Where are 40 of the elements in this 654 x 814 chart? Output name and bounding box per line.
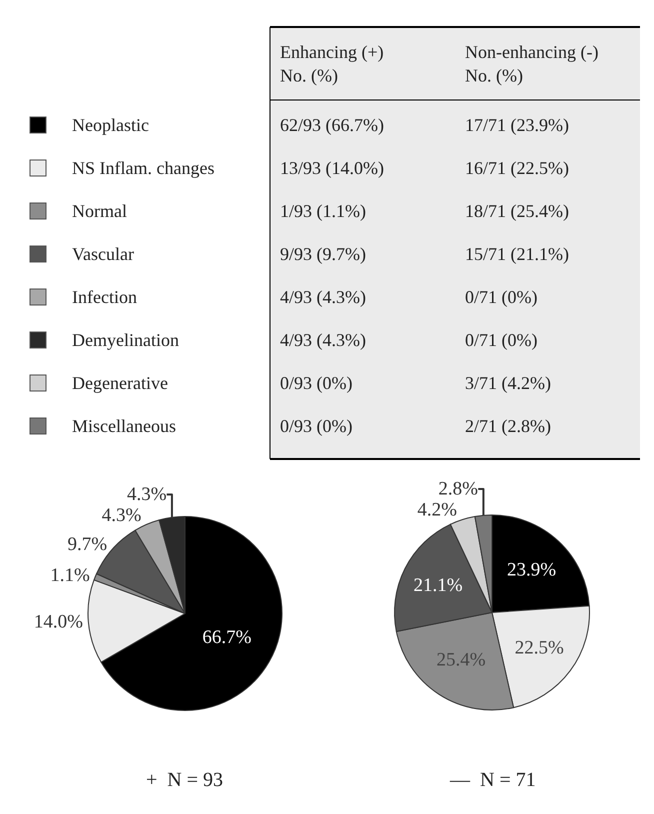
- legend-label: Miscellaneous: [72, 416, 176, 436]
- legend-label: NS Inflam. changes: [72, 158, 214, 178]
- data-label: 23.9%: [506, 560, 556, 581]
- text: 62/93 (66.7%): [280, 115, 384, 135]
- text: 16/71 (22.5%): [465, 158, 569, 178]
- text: 3/71 (4.2%): [465, 373, 551, 393]
- data-label: 9.7%: [67, 534, 108, 555]
- data-label: 4.3%: [126, 484, 167, 505]
- text: + N = 93: [146, 769, 224, 791]
- data-label: 14.0%: [34, 611, 84, 632]
- text: 18/71 (25.4%): [465, 201, 569, 221]
- text: Enhancing (+) No. (%): [280, 42, 384, 86]
- data-label: 21.1%: [414, 574, 463, 596]
- data-label: 66.7%: [202, 627, 252, 648]
- legend-label: Vascular: [72, 244, 134, 264]
- chart-subtitle: Non-enhancing (-) No. (%): [465, 42, 598, 86]
- text: 4/93 (4.3%): [280, 287, 366, 307]
- data-label: 4.2%: [417, 500, 458, 521]
- text: 13/93 (14.0%): [280, 158, 384, 178]
- legend-label: Demyelination: [72, 330, 179, 350]
- legend-label: Normal: [72, 201, 127, 221]
- text: 0/93 (0%): [280, 416, 352, 436]
- legend-label: Degenerative: [72, 373, 168, 393]
- legend-label: Infection: [72, 287, 137, 307]
- text: 9/93 (9.7%): [280, 244, 366, 264]
- data-label: 2.8%: [438, 478, 478, 500]
- data-label: 25.4%: [436, 650, 486, 671]
- data-label: 22.5%: [514, 637, 564, 658]
- text: 17/71 (23.9%): [465, 115, 569, 135]
- data-label: 4.3%: [102, 504, 142, 526]
- text: 0/71 (0%): [465, 287, 538, 307]
- text: — N = 71: [449, 769, 536, 791]
- text: 15/71 (21.1%): [465, 244, 569, 264]
- text: 1/93 (1.1%): [280, 201, 366, 221]
- text: 4/93 (4.3%): [280, 330, 366, 350]
- legend-label: Neoplastic: [72, 115, 149, 135]
- text: 0/93 (0%): [280, 373, 352, 393]
- text: 0/71 (0%): [465, 330, 538, 350]
- data-label: 1.1%: [50, 564, 90, 586]
- text: 2/71 (2.8%): [465, 416, 551, 436]
